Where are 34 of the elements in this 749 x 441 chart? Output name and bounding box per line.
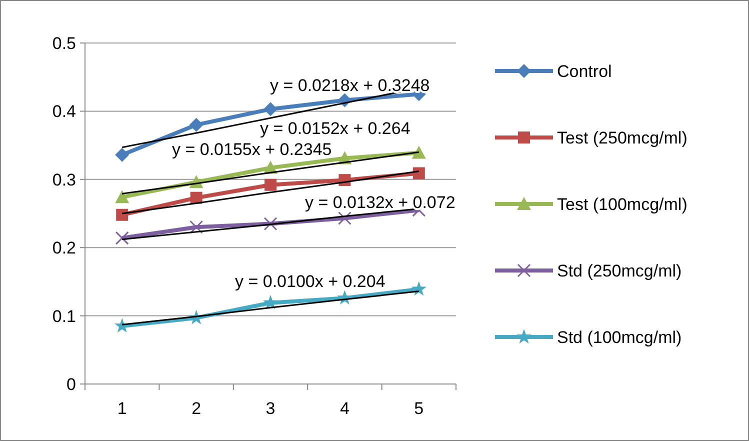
annotation: y = 0.0155x + 0.2345 (172, 140, 332, 159)
point (115, 231, 129, 245)
legend-label: Control (557, 62, 612, 81)
annotation: y = 0.0152x + 0.264 (260, 119, 410, 138)
point (264, 216, 278, 230)
x-tick-label: 3 (266, 399, 276, 418)
point (115, 148, 130, 162)
point (264, 102, 278, 116)
annotation: y = 0.0132x + 0.072 (305, 193, 456, 212)
point (189, 118, 204, 132)
x-tick-label: 2 (192, 399, 202, 418)
y-tick-label: 0.2 (52, 238, 76, 258)
annotation: y = 0.0100x + 0.204 (235, 272, 386, 291)
point (116, 208, 128, 221)
x-tick-label: 5 (414, 399, 424, 418)
point (411, 281, 427, 296)
legend-label: Test (250mcg/ml) (557, 128, 688, 148)
y-tick-label: 0.3 (52, 170, 76, 190)
point (412, 146, 426, 159)
legend-label: Std (100mcg/ml) (557, 328, 682, 347)
y-tick-label: 0 (66, 374, 76, 394)
point (338, 212, 352, 226)
y-tick-label: 0.1 (52, 306, 76, 326)
point (412, 167, 425, 180)
x-tick-label: 4 (340, 399, 350, 418)
point (115, 190, 130, 204)
annotation: y = 0.0218x + 0.3248 (270, 76, 430, 95)
legend-label: Std (250mcg/ml) (557, 261, 682, 280)
y-tick-label: 0.4 (52, 102, 76, 122)
point (264, 178, 276, 191)
point (190, 220, 204, 234)
y-tick-label: 0.5 (52, 34, 76, 53)
legend-label: Test (100mcg/ml) (557, 194, 688, 214)
x-tick-label: 1 (117, 399, 127, 418)
